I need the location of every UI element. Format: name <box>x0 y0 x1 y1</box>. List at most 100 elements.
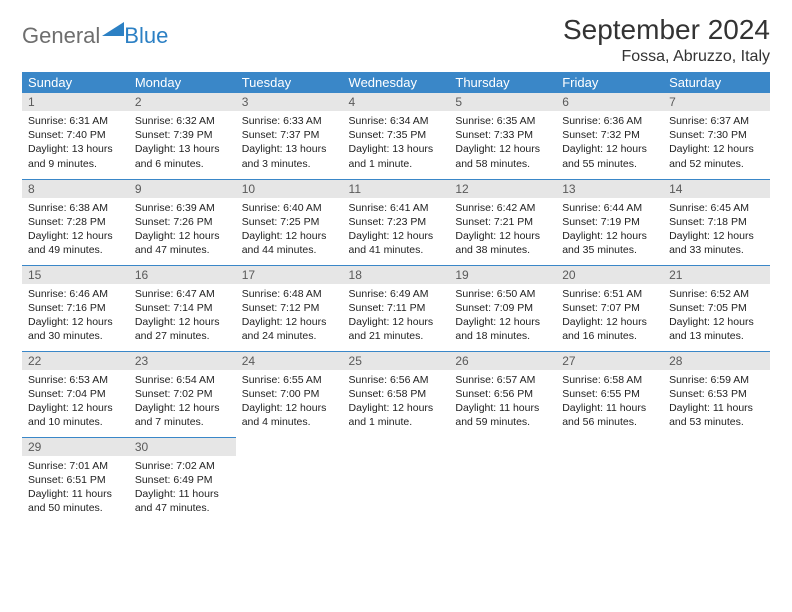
day-header-row: SundayMondayTuesdayWednesdayThursdayFrid… <box>22 72 770 93</box>
header: General Blue September 2024 Fossa, Abruz… <box>22 14 770 66</box>
day-detail: Sunrise: 6:53 AMSunset: 7:04 PMDaylight:… <box>22 370 129 436</box>
calendar-day-cell: 13Sunrise: 6:44 AMSunset: 7:19 PMDayligh… <box>556 179 663 265</box>
calendar-week-row: 15Sunrise: 6:46 AMSunset: 7:16 PMDayligh… <box>22 265 770 351</box>
calendar-day-cell: 3Sunrise: 6:33 AMSunset: 7:37 PMDaylight… <box>236 93 343 179</box>
day-number: 9 <box>129 180 236 198</box>
day-header: Wednesday <box>343 72 450 93</box>
calendar-week-row: 1Sunrise: 6:31 AMSunset: 7:40 PMDaylight… <box>22 93 770 179</box>
day-number: 19 <box>449 266 556 284</box>
calendar-day-cell: 30Sunrise: 7:02 AMSunset: 6:49 PMDayligh… <box>129 437 236 523</box>
calendar-day-cell: 11Sunrise: 6:41 AMSunset: 7:23 PMDayligh… <box>343 179 450 265</box>
calendar-day-cell: 23Sunrise: 6:54 AMSunset: 7:02 PMDayligh… <box>129 351 236 437</box>
sunrise-text: Sunrise: 6:34 AM <box>349 114 444 128</box>
calendar-table: SundayMondayTuesdayWednesdayThursdayFrid… <box>22 72 770 523</box>
day-detail: Sunrise: 6:39 AMSunset: 7:26 PMDaylight:… <box>129 198 236 264</box>
day-detail: Sunrise: 6:48 AMSunset: 7:12 PMDaylight:… <box>236 284 343 350</box>
day-detail: Sunrise: 6:59 AMSunset: 6:53 PMDaylight:… <box>663 370 770 436</box>
calendar-day-cell: 8 Sunrise: 6:38 AMSunset: 7:28 PMDaylight… <box>22 179 129 265</box>
calendar-day-cell <box>556 437 663 523</box>
calendar-body: 1Sunrise: 6:31 AMSunset: 7:40 PMDaylight… <box>22 93 770 523</box>
sunset-text: Sunset: 7:32 PM <box>562 128 657 142</box>
calendar-day-cell: 14Sunrise: 6:45 AMSunset: 7:18 PMDayligh… <box>663 179 770 265</box>
sunrise-text: Sunrise: 7:02 AM <box>135 459 230 473</box>
sunrise-text: Sunrise: 6:37 AM <box>669 114 764 128</box>
sunrise-text: Sunrise: 6:57 AM <box>455 373 550 387</box>
sunset-text: Sunset: 7:16 PM <box>28 301 123 315</box>
calendar-day-cell: 29Sunrise: 7:01 AMSunset: 6:51 PMDayligh… <box>22 437 129 523</box>
sunrise-text: Sunrise: 6:38 AM <box>28 201 123 215</box>
calendar-day-cell: 17Sunrise: 6:48 AMSunset: 7:12 PMDayligh… <box>236 265 343 351</box>
sunset-text: Sunset: 7:14 PM <box>135 301 230 315</box>
day-detail: Sunrise: 6:44 AMSunset: 7:19 PMDaylight:… <box>556 198 663 264</box>
day-header: Saturday <box>663 72 770 93</box>
calendar-day-cell <box>663 437 770 523</box>
daylight-text: Daylight: 11 hours and 53 minutes. <box>669 401 764 429</box>
day-detail: Sunrise: 7:02 AMSunset: 6:49 PMDaylight:… <box>129 456 236 522</box>
sunrise-text: Sunrise: 6:52 AM <box>669 287 764 301</box>
daylight-text: Daylight: 13 hours and 6 minutes. <box>135 142 230 170</box>
day-detail: Sunrise: 6:35 AMSunset: 7:33 PMDaylight:… <box>449 111 556 177</box>
logo-text-general: General <box>22 23 100 49</box>
sunset-text: Sunset: 6:55 PM <box>562 387 657 401</box>
day-header: Tuesday <box>236 72 343 93</box>
sunset-text: Sunset: 7:05 PM <box>669 301 764 315</box>
calendar-day-cell: 5Sunrise: 6:35 AMSunset: 7:33 PMDaylight… <box>449 93 556 179</box>
sunset-text: Sunset: 7:37 PM <box>242 128 337 142</box>
sunrise-text: Sunrise: 6:56 AM <box>349 373 444 387</box>
day-number: 27 <box>556 352 663 370</box>
day-number: 15 <box>22 266 129 284</box>
sunrise-text: Sunrise: 6:48 AM <box>242 287 337 301</box>
day-number: 2 <box>129 93 236 111</box>
calendar-day-cell: 7Sunrise: 6:37 AMSunset: 7:30 PMDaylight… <box>663 93 770 179</box>
daylight-text: Daylight: 12 hours and 55 minutes. <box>562 142 657 170</box>
day-number: 20 <box>556 266 663 284</box>
daylight-text: Daylight: 12 hours and 10 minutes. <box>28 401 123 429</box>
daylight-text: Daylight: 12 hours and 18 minutes. <box>455 315 550 343</box>
daylight-text: Daylight: 13 hours and 9 minutes. <box>28 142 123 170</box>
sunset-text: Sunset: 7:18 PM <box>669 215 764 229</box>
day-detail: Sunrise: 6:33 AMSunset: 7:37 PMDaylight:… <box>236 111 343 177</box>
calendar-day-cell: 28Sunrise: 6:59 AMSunset: 6:53 PMDayligh… <box>663 351 770 437</box>
day-number: 10 <box>236 180 343 198</box>
daylight-text: Daylight: 11 hours and 56 minutes. <box>562 401 657 429</box>
location: Fossa, Abruzzo, Italy <box>563 48 770 66</box>
day-header: Monday <box>129 72 236 93</box>
day-detail: Sunrise: 6:42 AMSunset: 7:21 PMDaylight:… <box>449 198 556 264</box>
month-title: September 2024 <box>563 14 770 46</box>
daylight-text: Daylight: 12 hours and 4 minutes. <box>242 401 337 429</box>
sunrise-text: Sunrise: 6:41 AM <box>349 201 444 215</box>
day-number: 18 <box>343 266 450 284</box>
calendar-day-cell: 15Sunrise: 6:46 AMSunset: 7:16 PMDayligh… <box>22 265 129 351</box>
sunset-text: Sunset: 7:33 PM <box>455 128 550 142</box>
day-number: 17 <box>236 266 343 284</box>
day-number: 6 <box>556 93 663 111</box>
daylight-text: Daylight: 11 hours and 47 minutes. <box>135 487 230 515</box>
day-number: 8 <box>22 180 129 198</box>
day-detail: Sunrise: 6:57 AMSunset: 6:56 PMDaylight:… <box>449 370 556 436</box>
daylight-text: Daylight: 13 hours and 1 minute. <box>349 142 444 170</box>
sunrise-text: Sunrise: 6:45 AM <box>669 201 764 215</box>
daylight-text: Daylight: 12 hours and 49 minutes. <box>28 229 123 257</box>
sunset-text: Sunset: 7:28 PM <box>28 215 123 229</box>
day-detail: Sunrise: 6:41 AMSunset: 7:23 PMDaylight:… <box>343 198 450 264</box>
calendar-week-row: 29Sunrise: 7:01 AMSunset: 6:51 PMDayligh… <box>22 437 770 523</box>
sunset-text: Sunset: 7:19 PM <box>562 215 657 229</box>
day-number: 3 <box>236 93 343 111</box>
daylight-text: Daylight: 12 hours and 47 minutes. <box>135 229 230 257</box>
sunrise-text: Sunrise: 6:42 AM <box>455 201 550 215</box>
day-detail: Sunrise: 6:45 AMSunset: 7:18 PMDaylight:… <box>663 198 770 264</box>
day-header: Sunday <box>22 72 129 93</box>
day-detail: Sunrise: 6:46 AMSunset: 7:16 PMDaylight:… <box>22 284 129 350</box>
day-detail: Sunrise: 6:56 AMSunset: 6:58 PMDaylight:… <box>343 370 450 436</box>
day-number: 12 <box>449 180 556 198</box>
day-detail: Sunrise: 6:58 AMSunset: 6:55 PMDaylight:… <box>556 370 663 436</box>
sunrise-text: Sunrise: 6:46 AM <box>28 287 123 301</box>
sunset-text: Sunset: 7:00 PM <box>242 387 337 401</box>
sunset-text: Sunset: 7:23 PM <box>349 215 444 229</box>
daylight-text: Daylight: 12 hours and 33 minutes. <box>669 229 764 257</box>
calendar-day-cell: 12Sunrise: 6:42 AMSunset: 7:21 PMDayligh… <box>449 179 556 265</box>
sunset-text: Sunset: 7:26 PM <box>135 215 230 229</box>
calendar-day-cell: 24Sunrise: 6:55 AMSunset: 7:00 PMDayligh… <box>236 351 343 437</box>
calendar-day-cell: 16Sunrise: 6:47 AMSunset: 7:14 PMDayligh… <box>129 265 236 351</box>
calendar-day-cell: 6Sunrise: 6:36 AMSunset: 7:32 PMDaylight… <box>556 93 663 179</box>
